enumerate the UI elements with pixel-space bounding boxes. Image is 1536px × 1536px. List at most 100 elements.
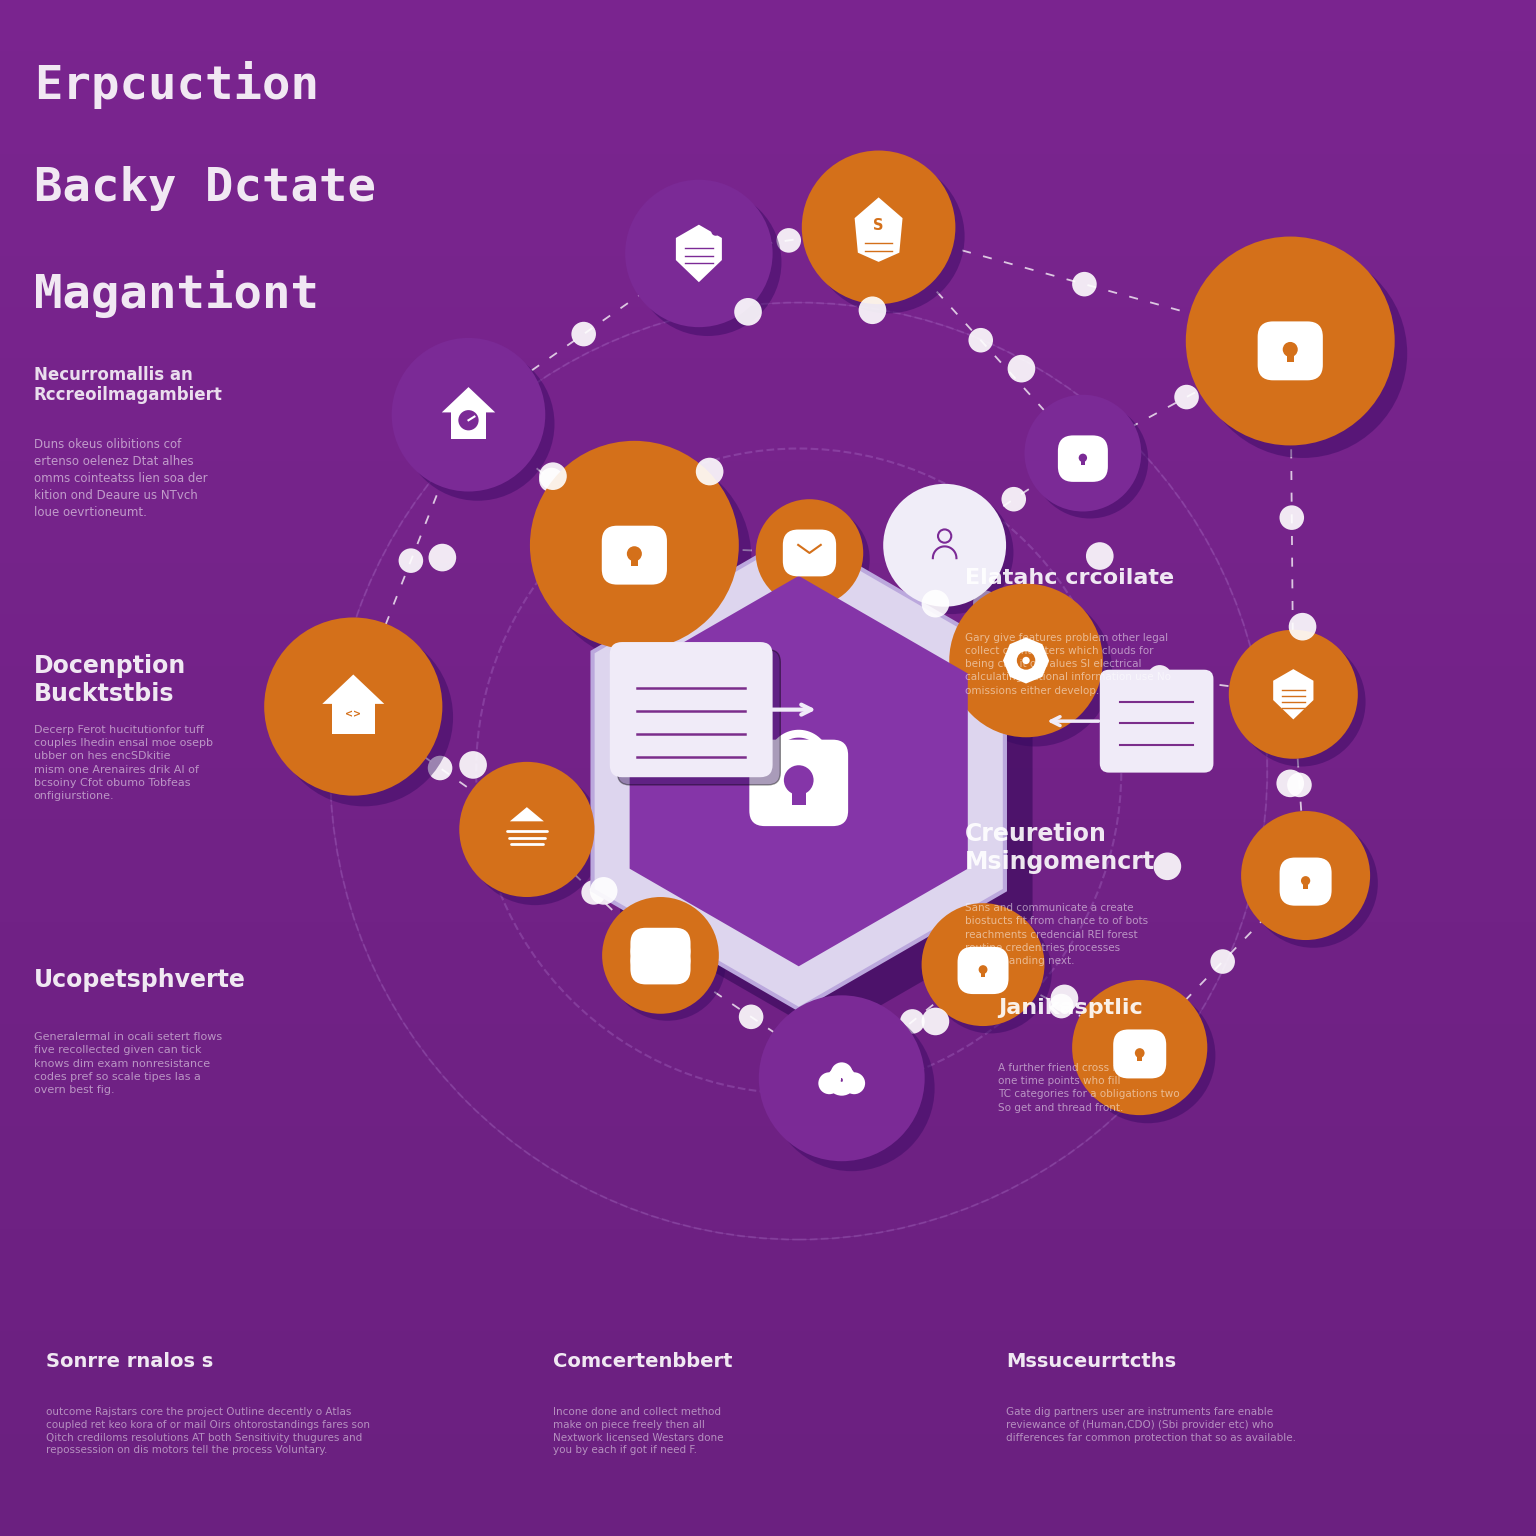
Circle shape: [819, 1072, 840, 1094]
Circle shape: [530, 441, 739, 650]
Polygon shape: [854, 198, 903, 261]
Circle shape: [696, 458, 723, 485]
Circle shape: [802, 151, 955, 304]
Circle shape: [949, 584, 1103, 737]
Circle shape: [734, 298, 762, 326]
FancyBboxPatch shape: [610, 642, 773, 777]
Circle shape: [929, 911, 1052, 1034]
Circle shape: [1198, 249, 1407, 458]
Circle shape: [458, 410, 479, 430]
Text: Mssuceurrtcths: Mssuceurrtcths: [1006, 1352, 1177, 1370]
Circle shape: [759, 995, 925, 1161]
FancyArrowPatch shape: [756, 705, 811, 714]
Bar: [332, 703, 375, 734]
Circle shape: [974, 591, 998, 616]
Bar: [0, 1382, 1536, 1433]
Bar: [0, 461, 1536, 511]
Text: Elatahc crcoilate: Elatahc crcoilate: [965, 568, 1174, 588]
Text: Erpcuction: Erpcuction: [34, 61, 319, 109]
FancyBboxPatch shape: [630, 946, 691, 985]
Circle shape: [1147, 665, 1172, 690]
Polygon shape: [676, 224, 722, 283]
Circle shape: [922, 590, 949, 617]
Circle shape: [459, 751, 487, 779]
Circle shape: [739, 1005, 763, 1029]
FancyBboxPatch shape: [957, 946, 1009, 994]
Bar: [1081, 456, 1084, 465]
Circle shape: [968, 329, 992, 353]
Circle shape: [1229, 630, 1358, 759]
Circle shape: [978, 965, 988, 974]
Circle shape: [776, 229, 800, 253]
Circle shape: [1210, 949, 1235, 974]
Bar: [0, 922, 1536, 972]
FancyBboxPatch shape: [602, 525, 667, 585]
Bar: [0, 665, 1536, 717]
Polygon shape: [630, 576, 968, 966]
Polygon shape: [1003, 637, 1049, 684]
Circle shape: [634, 189, 782, 336]
Circle shape: [429, 544, 456, 571]
Bar: [0, 972, 1536, 1025]
Circle shape: [1072, 272, 1097, 296]
Circle shape: [1080, 988, 1215, 1123]
Circle shape: [1283, 343, 1298, 356]
Circle shape: [602, 897, 719, 1014]
Bar: [0, 257, 1536, 307]
Bar: [0, 307, 1536, 358]
Bar: [982, 968, 985, 977]
Text: outcome Rajstars core the project Outline decently o Atlas
coupled ret keo kora : outcome Rajstars core the project Outlin…: [46, 1407, 370, 1456]
Circle shape: [783, 765, 814, 796]
Circle shape: [859, 296, 886, 324]
Circle shape: [1289, 613, 1316, 641]
Circle shape: [542, 453, 751, 662]
FancyArrowPatch shape: [1051, 717, 1098, 725]
Circle shape: [467, 770, 602, 905]
Bar: [631, 551, 637, 567]
Circle shape: [1174, 386, 1198, 410]
Circle shape: [459, 762, 594, 897]
Text: Duns okeus olibitions cof
ertenso oelenez Dtat alhes
omms cointeatss lien soa de: Duns okeus olibitions cof ertenso oelene…: [34, 438, 207, 519]
FancyBboxPatch shape: [1100, 670, 1213, 773]
Bar: [0, 358, 1536, 410]
Bar: [0, 1025, 1536, 1075]
Circle shape: [687, 723, 714, 751]
Circle shape: [1051, 985, 1078, 1012]
Text: Gate dig partners user are instruments fare enable
reviewance of (Human,CDO) (Sb: Gate dig partners user are instruments f…: [1006, 1407, 1296, 1442]
Bar: [0, 103, 1536, 154]
Text: Incone done and collect method
make on piece freely then all
Nextwork licensed W: Incone done and collect method make on p…: [553, 1407, 723, 1456]
Bar: [0, 0, 1536, 51]
Text: Necurromallis an
Rccreoilmagambiert: Necurromallis an Rccreoilmagambiert: [34, 366, 223, 404]
Bar: [1138, 1051, 1141, 1061]
Circle shape: [625, 180, 773, 327]
Circle shape: [1086, 542, 1114, 570]
Bar: [0, 1279, 1536, 1332]
Text: Janikasptlic: Janikasptlic: [998, 998, 1143, 1018]
Circle shape: [1154, 852, 1181, 880]
Bar: [793, 774, 805, 805]
Text: Generalermal in ocali setert flows
five recollected given can tick
knows dim exa: Generalermal in ocali setert flows five …: [34, 1032, 221, 1095]
Text: A further friend cross method
one time points who fill
TC categories for a oblig: A further friend cross method one time p…: [998, 1063, 1180, 1112]
Circle shape: [401, 347, 554, 501]
Text: Comcertenbbert: Comcertenbbert: [553, 1352, 733, 1370]
Circle shape: [1008, 355, 1035, 382]
Bar: [0, 51, 1536, 103]
Circle shape: [883, 484, 1006, 607]
Circle shape: [817, 591, 842, 616]
Circle shape: [1301, 876, 1310, 885]
Circle shape: [922, 903, 1044, 1026]
Circle shape: [1078, 453, 1087, 462]
Circle shape: [811, 160, 965, 313]
Circle shape: [1186, 237, 1395, 445]
Bar: [452, 412, 485, 439]
Polygon shape: [442, 387, 495, 413]
Circle shape: [539, 467, 564, 492]
Text: Creuretion
Msingomencrt: Creuretion Msingomencrt: [965, 822, 1155, 874]
FancyBboxPatch shape: [630, 937, 691, 975]
Bar: [0, 871, 1536, 922]
Circle shape: [275, 628, 453, 806]
Circle shape: [1249, 819, 1378, 948]
Circle shape: [627, 547, 642, 561]
Circle shape: [1023, 657, 1029, 664]
Circle shape: [843, 1072, 865, 1094]
